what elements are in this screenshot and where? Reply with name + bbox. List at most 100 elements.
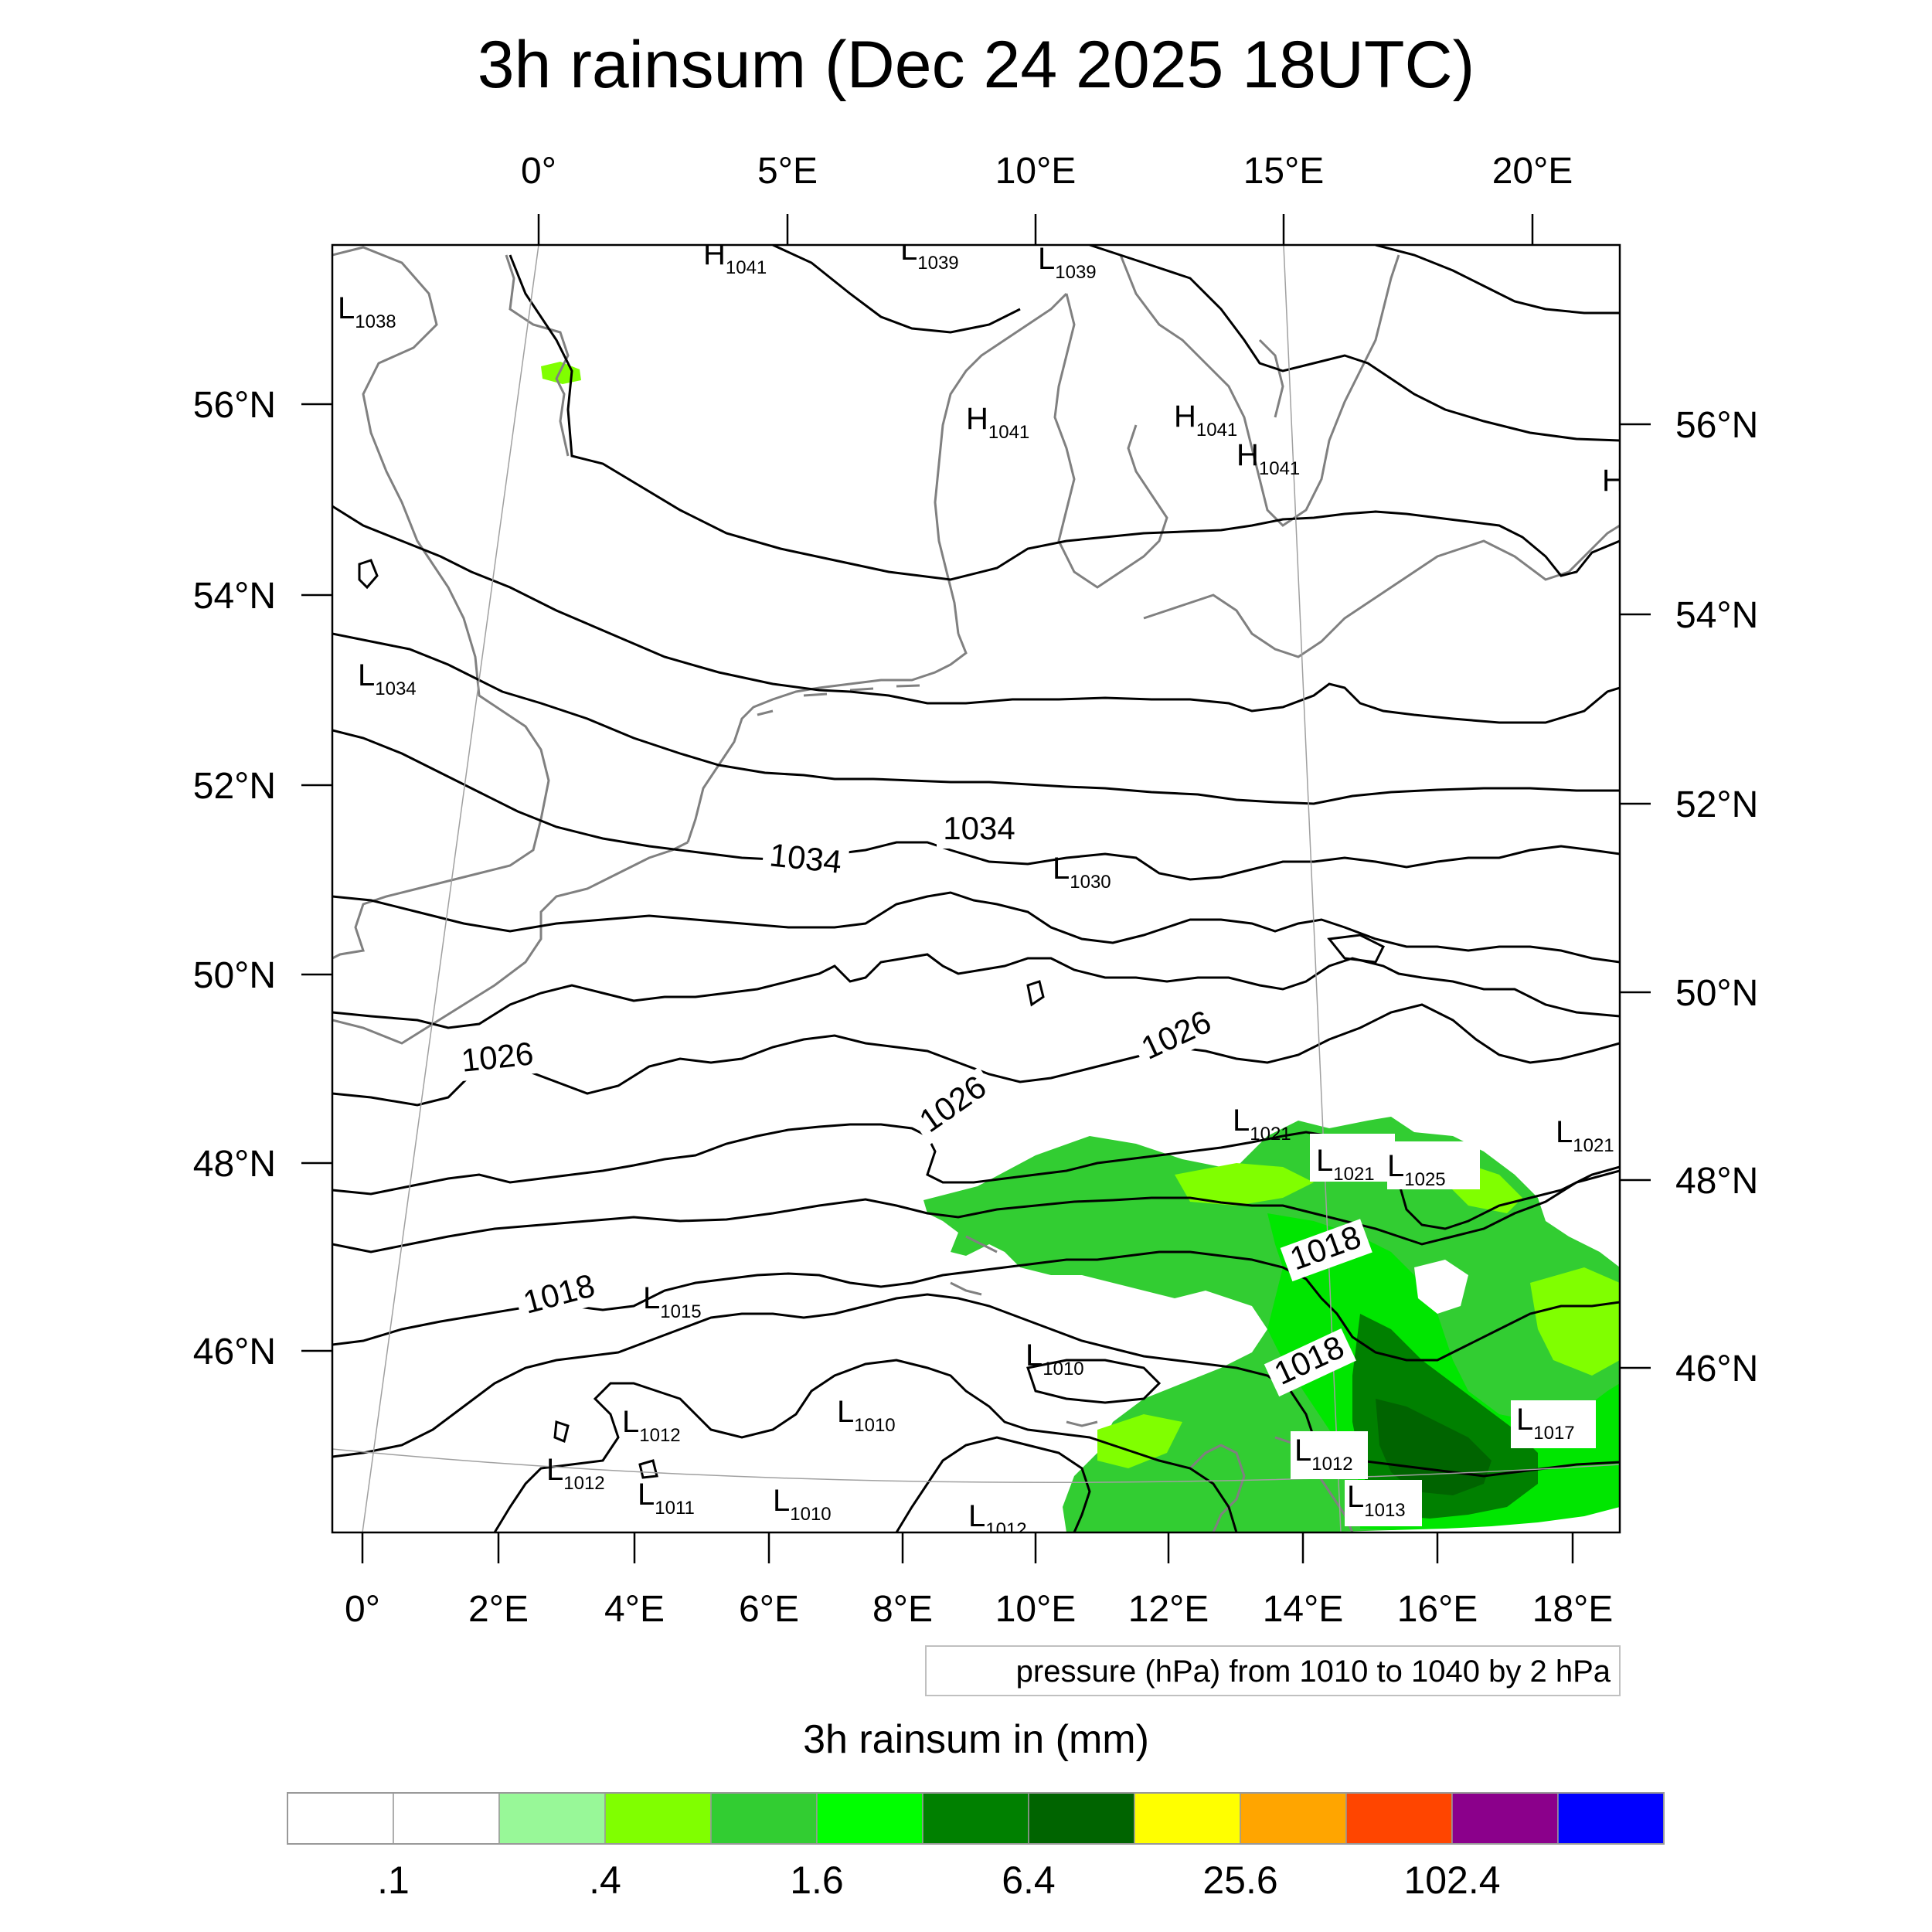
- isobar-1034: [332, 632, 1620, 805]
- top-lon-label: 0°: [521, 151, 556, 192]
- axis-ticks: [301, 214, 1651, 1563]
- low-pressure-marker: L1039: [1038, 242, 1097, 283]
- high-pressure-marker: H1041: [1236, 438, 1300, 479]
- precip-north-sea-patch: [541, 362, 581, 384]
- bottom-lon-label: 18°E: [1532, 1589, 1614, 1630]
- coastline-baltic-south: [1143, 524, 1620, 658]
- right-lat-label: 56°N: [1675, 405, 1758, 446]
- colorbar-box: [1134, 1792, 1241, 1845]
- low-pressure-marker: L1021: [1556, 1115, 1614, 1156]
- precip-dark-green-area: [1376, 1399, 1492, 1495]
- isobar-value-label: 1026: [460, 1035, 536, 1079]
- colorbar-box: [1451, 1792, 1559, 1845]
- right-lat-label: 54°N: [1675, 595, 1758, 636]
- high-pressure-marker: H1041: [703, 237, 767, 278]
- low-pressure-marker: L1034: [358, 658, 417, 699]
- isobar-1038: [509, 254, 1620, 581]
- colorbar-box: [287, 1792, 394, 1845]
- isobar-1012-south: [895, 1436, 1091, 1532]
- top-lon-label: 15°E: [1243, 151, 1325, 192]
- bottom-lon-label: 10°E: [995, 1589, 1077, 1630]
- isobar-north-3: [772, 245, 1021, 334]
- low-pressure-marker: L1030: [1053, 852, 1111, 893]
- isobar-1036: [332, 505, 1620, 724]
- contour-info-box: [925, 1645, 1621, 1696]
- left-lat-label: 52°N: [193, 766, 276, 807]
- left-lat-label: 50°N: [193, 955, 276, 996]
- precip-lime-area-3: [1530, 1267, 1620, 1376]
- isobar-value-label: 1034: [768, 836, 844, 880]
- isobar-value-labels: 1034 1034 1026 1026 1026 1018 1018 1018: [453, 810, 1372, 1397]
- isobar-1026: [332, 1003, 1620, 1107]
- top-lon-labels: 0° 5°E 10°E 15°E 20°E: [521, 151, 1573, 192]
- isobar-1010-loop: [1026, 1359, 1162, 1404]
- low-pressure-marker: L1025: [1387, 1149, 1446, 1190]
- pressure-center-markers: H1041 L1039 L1039 L1038 H1041 H1041 H104…: [338, 233, 1624, 1532]
- isobar-1030: [332, 891, 1620, 964]
- colorbar-box: [1557, 1792, 1665, 1845]
- contour-info-text: pressure (hPa) from 1010 to 1040 by 2 hP…: [1016, 1655, 1611, 1689]
- low-pressure-marker: L1010: [1026, 1338, 1084, 1379]
- low-pressure-marker: L1021: [1316, 1144, 1375, 1185]
- high-pressure-marker: H: [1602, 464, 1624, 498]
- bottom-lon-label: 16°E: [1397, 1589, 1478, 1630]
- colorbar-box: [604, 1792, 712, 1845]
- colorbar-tick-label: 1.6: [790, 1859, 844, 1902]
- colorbar-box: [710, 1792, 818, 1845]
- colorbar-labels: .1 .4 1.6 6.4 25.6 102.4: [377, 1859, 1500, 1902]
- precip-shading: [541, 362, 1620, 1532]
- bottom-lon-label: 4°E: [604, 1589, 665, 1630]
- isobar-1016: [332, 1293, 1620, 1478]
- low-pressure-marker: L1011: [638, 1478, 695, 1519]
- isobars: [332, 245, 1620, 1532]
- bottom-lon-labels: 0° 2°E 4°E 6°E 8°E 10°E 12°E 14°E 16°E 1…: [345, 1589, 1613, 1630]
- colorbar-tick-label: 25.6: [1202, 1859, 1277, 1902]
- graticule: [332, 245, 1620, 1532]
- colorbar-box: [393, 1792, 500, 1845]
- low-pressure-marker: L1012: [546, 1453, 605, 1494]
- isobar-value-label: 1034: [943, 810, 1015, 846]
- coastline-alps-lakes: [950, 1235, 1098, 1427]
- colorbar-box: [1345, 1792, 1453, 1845]
- bottom-lon-label: 6°E: [739, 1589, 799, 1630]
- low-pressure-marker: L1015: [643, 1281, 702, 1322]
- isobar-1018: [332, 1250, 1620, 1362]
- right-lat-labels: 56°N 54°N 52°N 50°N 48°N 46°N: [1675, 405, 1758, 1389]
- low-pressure-marker: L1013: [1347, 1480, 1406, 1521]
- isobar-small-loop-2: [358, 559, 379, 590]
- low-pressure-marker: L1012: [622, 1405, 681, 1446]
- isobar-north-2: [1375, 245, 1620, 315]
- precip-dry-gap: [1414, 1260, 1468, 1314]
- isobar-1024: [332, 1123, 1620, 1230]
- isobar-1028: [332, 953, 1620, 1029]
- right-lat-label: 52°N: [1675, 784, 1758, 825]
- coastline-sweden-south: [1119, 254, 1400, 527]
- coastline-oresund: [1258, 338, 1284, 418]
- coastlines: [332, 246, 1620, 1532]
- colorbar-box: [922, 1792, 1029, 1845]
- isobar-small-loop-3: [1026, 980, 1045, 1007]
- map-panel: [332, 245, 1620, 1532]
- coastline-denmark-east: [1053, 293, 1168, 589]
- top-lon-label: 10°E: [995, 151, 1077, 192]
- coastline-netherlands-germany: [686, 633, 968, 843]
- low-pressure-marker: L1010: [837, 1395, 896, 1436]
- coastline-denmark-west: [934, 292, 1068, 634]
- bottom-lon-label: 8°E: [872, 1589, 933, 1630]
- colorbar-title: 3h rainsum in (mm): [803, 1717, 1149, 1762]
- coastline-great-britain: [332, 246, 550, 960]
- coastline-scotland-east: [505, 254, 570, 457]
- map-title: 3h rainsum (Dec 24 2025 18UTC): [478, 28, 1475, 102]
- coastline-belgium-france: [332, 841, 689, 1045]
- colorbar-frame: [287, 1792, 1665, 1845]
- left-lat-label: 54°N: [193, 576, 276, 617]
- right-lat-label: 50°N: [1675, 973, 1758, 1014]
- low-pressure-marker: L1017: [1516, 1403, 1575, 1444]
- colorbar-boxes: [287, 1792, 1665, 1845]
- isobar-small-loop-1: [1327, 934, 1386, 964]
- top-lon-label: 5°E: [757, 151, 818, 192]
- low-pressure-marker: L1039: [900, 233, 959, 274]
- low-pressure-marker: L1012: [1294, 1434, 1353, 1475]
- map-frame: [331, 243, 1621, 1534]
- isobar-1022: [332, 1169, 1620, 1253]
